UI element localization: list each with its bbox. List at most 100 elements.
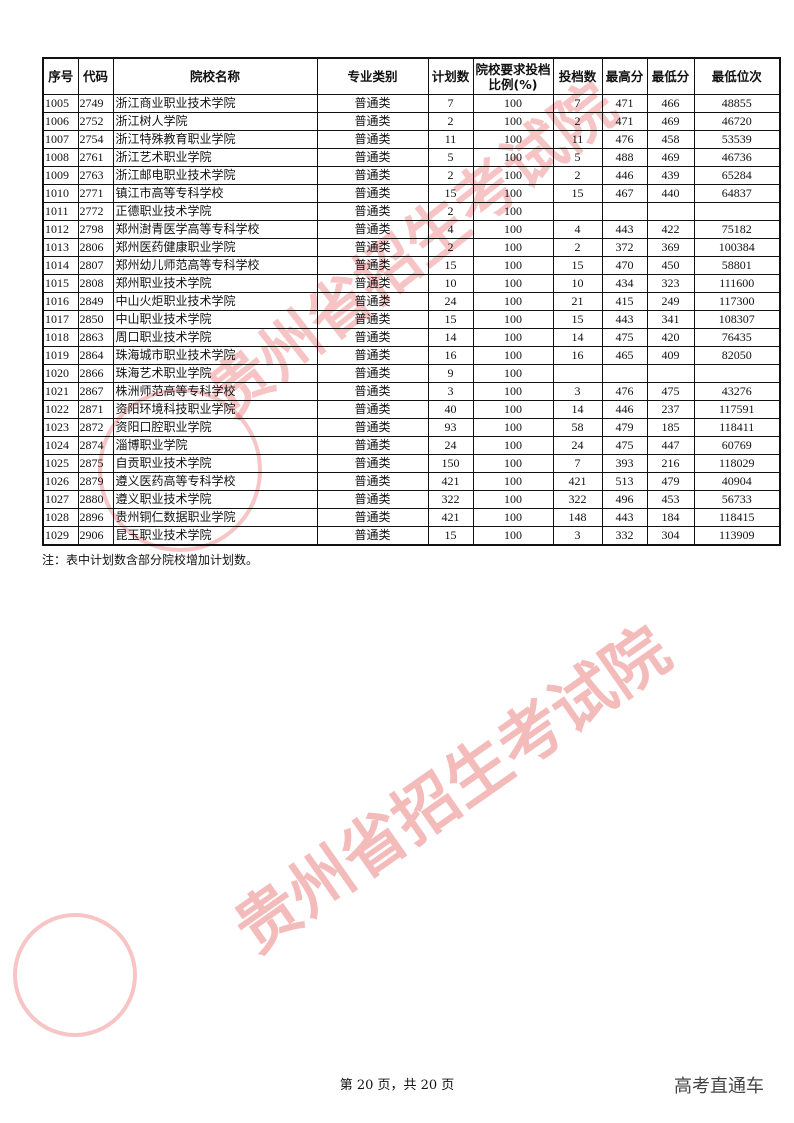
table-cell: 446: [601, 400, 648, 419]
table-cell: 479: [601, 418, 648, 437]
table-cell: 100: [472, 112, 554, 131]
admission-table: 序号 代码 院校名称 专业类别 计划数 院校要求投档比例(%) 投档数 最高分 最低分 最低位次 …: [42, 57, 781, 546]
table-row: 1009 2763 浙江邮电职业技术学院 普通类 2 100 2 446 439 65284: [42, 166, 781, 185]
table-cell: 100: [472, 310, 554, 329]
table-header-row: 序号 代码 院校名称 专业类别 计划数 院校要求投档比例(%) 投档数 最高分 最低分 最低位次: [42, 57, 781, 95]
table-cell: 镇江市高等专科学校: [112, 184, 318, 203]
table-cell: 11: [427, 130, 474, 149]
table-cell: 100: [472, 418, 554, 437]
table-cell: [646, 202, 695, 221]
table-cell: 471: [601, 112, 648, 131]
table-cell: 65284: [693, 166, 781, 185]
table-cell: 9: [427, 364, 474, 383]
table-cell: 420: [646, 328, 695, 347]
table-cell: 2763: [77, 166, 114, 185]
table-cell: 浙江商业职业技术学院: [112, 94, 318, 113]
table-cell: 479: [646, 472, 695, 491]
table-cell: 株洲师范高等专科学校: [112, 382, 318, 401]
table-row: 1014 2807 郑州幼儿师范高等专科学校 普通类 15 100 15 470 450 5880…: [42, 256, 781, 275]
table-row: 1018 2863 周口职业技术学院 普通类 14 100 14 475 420 76435: [42, 328, 781, 347]
table-row: 1022 2871 资阳环境科技职业学院 普通类 40 100 14 446 237 117591: [42, 400, 781, 419]
table-cell: 郑州幼儿师范高等专科学校: [112, 256, 318, 275]
table-cell: 100: [472, 382, 554, 401]
table-cell: 100384: [693, 238, 781, 257]
table-cell: 15: [552, 256, 603, 275]
table-row: 1024 2874 淄博职业学院 普通类 24 100 24 475 447 60769: [42, 436, 781, 455]
table-cell: 304: [646, 526, 695, 546]
table-cell: 3: [552, 526, 603, 546]
table-cell: 24: [427, 436, 474, 455]
table-cell: 341: [646, 310, 695, 329]
table-cell: 浙江艺术职业学院: [112, 148, 318, 167]
table-cell: 513: [601, 472, 648, 491]
table-cell: 2850: [77, 310, 114, 329]
table-row: 1019 2864 珠海城市职业技术学院 普通类 16 100 16 465 409 82050: [42, 346, 781, 365]
table-cell: 资阳口腔职业学院: [112, 418, 318, 437]
table-row: 1006 2752 浙江树人学院 普通类 2 100 2 471 469 46720: [42, 112, 781, 131]
table-row: 1020 2866 珠海艺术职业学院 普通类 9 100: [42, 364, 781, 383]
table-cell: 普通类: [316, 364, 429, 383]
table-cell: 466: [646, 94, 695, 113]
table-cell: 100: [472, 256, 554, 275]
table-cell: 82050: [693, 346, 781, 365]
table-cell: 93: [427, 418, 474, 437]
table-cell: 117300: [693, 292, 781, 311]
table-cell: 普通类: [316, 166, 429, 185]
table-cell: 469: [646, 112, 695, 131]
table-cell: 421: [552, 472, 603, 491]
table-cell: 普通类: [316, 94, 429, 113]
table-cell: 15: [427, 256, 474, 275]
table-cell: 422: [646, 220, 695, 239]
table-cell: 56733: [693, 490, 781, 509]
table-cell: 1023: [42, 418, 79, 437]
table-cell: 150: [427, 454, 474, 473]
table-cell: 100: [472, 454, 554, 473]
table-cell: 453: [646, 490, 695, 509]
column-header: 最低位次: [693, 57, 781, 95]
table-cell: 淄博职业学院: [112, 436, 318, 455]
column-header: 最高分: [601, 57, 648, 95]
table-cell: 珠海城市职业技术学院: [112, 346, 318, 365]
table-cell: 369: [646, 238, 695, 257]
table-cell: 15: [552, 310, 603, 329]
table-cell: 323: [646, 274, 695, 293]
table-cell: 100: [472, 238, 554, 257]
table-cell: 1019: [42, 346, 79, 365]
table-cell: 100: [472, 472, 554, 491]
table-cell: 2754: [77, 130, 114, 149]
table-cell: 2875: [77, 454, 114, 473]
table-cell: 普通类: [316, 472, 429, 491]
table-cell: 1018: [42, 328, 79, 347]
table-cell: 488: [601, 148, 648, 167]
table-cell: 1026: [42, 472, 79, 491]
table-cell: 2849: [77, 292, 114, 311]
table-cell: 439: [646, 166, 695, 185]
table-cell: 393: [601, 454, 648, 473]
table-cell: 1006: [42, 112, 79, 131]
table-cell: 2863: [77, 328, 114, 347]
table-cell: 正德职业技术学院: [112, 202, 318, 221]
table-cell: 16: [552, 346, 603, 365]
table-cell: 372: [601, 238, 648, 257]
table-cell: 浙江树人学院: [112, 112, 318, 131]
table-cell: 2806: [77, 238, 114, 257]
table-cell: 遵义医药高等专科学校: [112, 472, 318, 491]
column-header: 投档数: [552, 57, 603, 95]
table-cell: 118411: [693, 418, 781, 437]
table-note: 注：表中计划数含部分院校增加计划数。: [42, 553, 259, 567]
table-cell: 475: [646, 382, 695, 401]
table-cell: 普通类: [316, 202, 429, 221]
table-cell: 443: [601, 220, 648, 239]
table-cell: 3: [552, 382, 603, 401]
table-cell: 1020: [42, 364, 79, 383]
table-cell: 1010: [42, 184, 79, 203]
table-cell: 100: [472, 346, 554, 365]
table-cell: 100: [472, 184, 554, 203]
table-cell: 75182: [693, 220, 781, 239]
table-cell: 5: [427, 148, 474, 167]
table-cell: 1011: [42, 202, 79, 221]
table-row: 1010 2771 镇江市高等专科学校 普通类 15 100 15 467 440 64837: [42, 184, 781, 203]
table-cell: 24: [552, 436, 603, 455]
table-row: 1011 2772 正德职业技术学院 普通类 2 100: [42, 202, 781, 221]
table-cell: 2871: [77, 400, 114, 419]
